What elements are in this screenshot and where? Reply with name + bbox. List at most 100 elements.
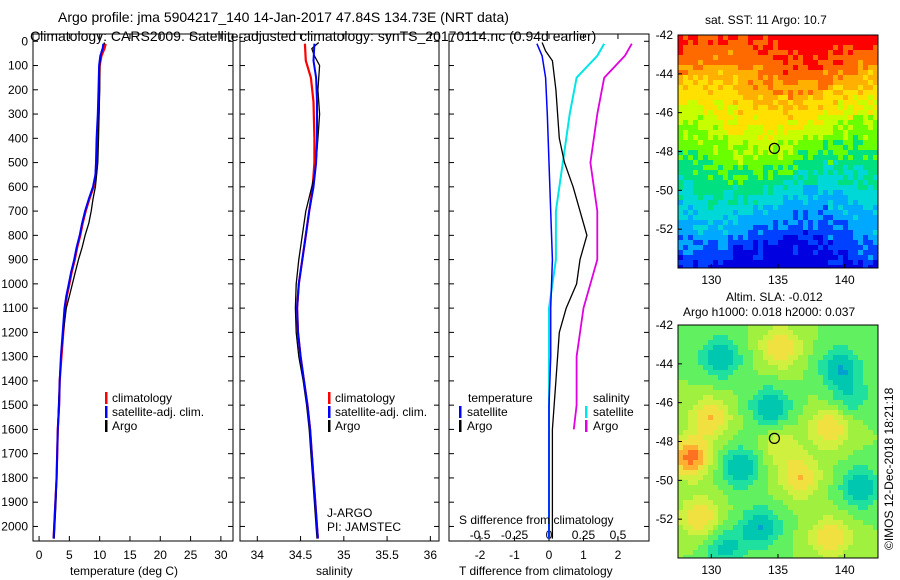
x-tick-label: 30 [214, 548, 228, 562]
sla-cell [828, 415, 833, 420]
sst-cell [698, 245, 703, 250]
sla-cell [788, 535, 793, 540]
sst-cell [708, 135, 713, 140]
sla-cell [788, 465, 793, 470]
sla-cell [863, 380, 868, 385]
sla-cell [823, 445, 828, 450]
sst-cell [783, 185, 788, 190]
sla-cell [868, 470, 873, 475]
sst-cell [708, 50, 713, 55]
sla-cell [763, 445, 768, 450]
sla-cell [858, 530, 863, 535]
sla-cell [783, 535, 788, 540]
sla-cell [808, 345, 813, 350]
sst-cell [748, 110, 753, 115]
sla-cell [833, 465, 838, 470]
sst-cell [808, 90, 813, 95]
sst-cell [863, 80, 868, 85]
sst-cell [853, 90, 858, 95]
sla-cell [863, 390, 868, 395]
sla-cell [793, 470, 798, 475]
sst-cell [813, 200, 818, 205]
sst-cell [728, 205, 733, 210]
sla-cell [743, 415, 748, 420]
sla-cell [748, 385, 753, 390]
sst-cell [753, 190, 758, 195]
sst-cell [703, 235, 708, 240]
sla-cell [758, 350, 763, 355]
sst-cell [753, 180, 758, 185]
sla-cell [813, 480, 818, 485]
sst-cell [873, 50, 878, 55]
sst-cell [783, 255, 788, 260]
sla-cell [868, 325, 873, 330]
sst-cell [848, 90, 853, 95]
sla-cell [848, 520, 853, 525]
sst-cell [683, 130, 688, 135]
sla-cell [853, 370, 858, 375]
sst-cell [813, 240, 818, 245]
sst-cell [703, 115, 708, 120]
sla-cell [803, 550, 808, 555]
sla-cell [763, 470, 768, 475]
sla-cell [793, 535, 798, 540]
sst-cell [783, 265, 788, 268]
sla-cell [803, 385, 808, 390]
sst-cell [753, 245, 758, 250]
sst-cell [703, 125, 708, 130]
sla-cell [758, 530, 763, 535]
sla-cell [833, 455, 838, 460]
sst-cell [843, 195, 848, 200]
sla-cell [698, 350, 703, 355]
sst-cell [808, 85, 813, 90]
sla-cell [713, 400, 718, 405]
sst-cell [818, 210, 823, 215]
sla-cell [828, 550, 833, 555]
sla-cell [678, 555, 683, 558]
sla-cell [693, 455, 698, 460]
sla-cell [833, 430, 838, 435]
sla-cell [723, 460, 728, 465]
sla-cell [788, 510, 793, 515]
sla-cell [848, 490, 853, 495]
sla-cell [713, 525, 718, 530]
sst-cell [718, 125, 723, 130]
sla-cell [788, 545, 793, 550]
sst-cell [738, 35, 743, 40]
sla-cell [728, 435, 733, 440]
sla-cell [778, 490, 783, 495]
sst-cell [733, 225, 738, 230]
sst-cell [773, 50, 778, 55]
sla-cell [763, 440, 768, 445]
sst-cell [753, 90, 758, 95]
sst-cell [758, 170, 763, 175]
sla-cell [693, 450, 698, 455]
sla-cell [793, 330, 798, 335]
sla-cell [803, 505, 808, 510]
sst-cell [838, 65, 843, 70]
sla-cell [773, 385, 778, 390]
sla-cell [798, 455, 803, 460]
sla-cell [838, 345, 843, 350]
sla-cell [788, 385, 793, 390]
sla-cell [723, 435, 728, 440]
sst-cell [803, 125, 808, 130]
sla-cell [693, 540, 698, 545]
sst-cell [703, 265, 708, 268]
sla-cell [798, 475, 803, 480]
sst-cell [708, 55, 713, 60]
sla-cell [758, 535, 763, 540]
sla-cell [808, 375, 813, 380]
sst-cell [733, 260, 738, 265]
sla-cell [728, 360, 733, 365]
sla-cell [813, 355, 818, 360]
sla-cell [678, 470, 683, 475]
sla-cell [773, 505, 778, 510]
sst-cell [818, 125, 823, 130]
sla-cell [873, 435, 878, 440]
sst-cell [848, 95, 853, 100]
sla-cell [698, 455, 703, 460]
sst-cell [713, 70, 718, 75]
sla-cell [753, 520, 758, 525]
sst-cell [758, 190, 763, 195]
